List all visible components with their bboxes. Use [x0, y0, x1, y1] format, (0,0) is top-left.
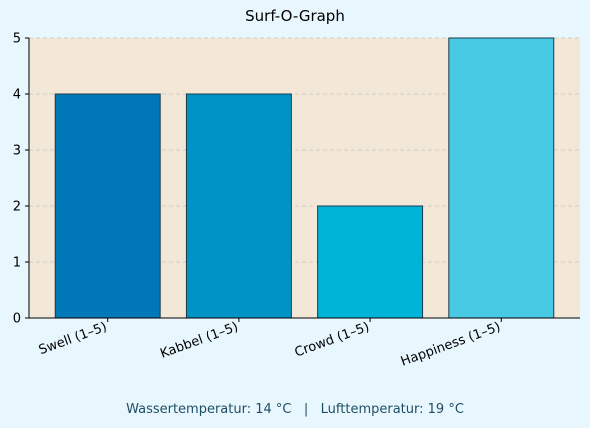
x-tick-label: Kabbel (1–5) — [158, 320, 240, 362]
bar — [317, 205, 424, 319]
x-tick-label: Happiness (1–5) — [399, 320, 503, 370]
y-tick-label: 3 — [13, 144, 21, 159]
bar — [54, 93, 161, 319]
bar — [448, 37, 555, 319]
y-tick-label: 5 — [13, 32, 21, 47]
y-tick-label: 0 — [13, 312, 21, 327]
x-tick-label: Swell (1–5) — [37, 320, 109, 359]
temperature-footnote: Wassertemperatur: 14 °C | Lufttemperatur… — [126, 402, 464, 417]
y-tick-label: 1 — [13, 256, 21, 271]
x-tick-label: Crowd (1–5) — [293, 320, 372, 361]
y-tick-label: 4 — [13, 88, 21, 103]
chart-title: Surf-O-Graph — [245, 7, 345, 25]
y-tick-label: 2 — [13, 200, 21, 215]
bar — [185, 93, 292, 319]
